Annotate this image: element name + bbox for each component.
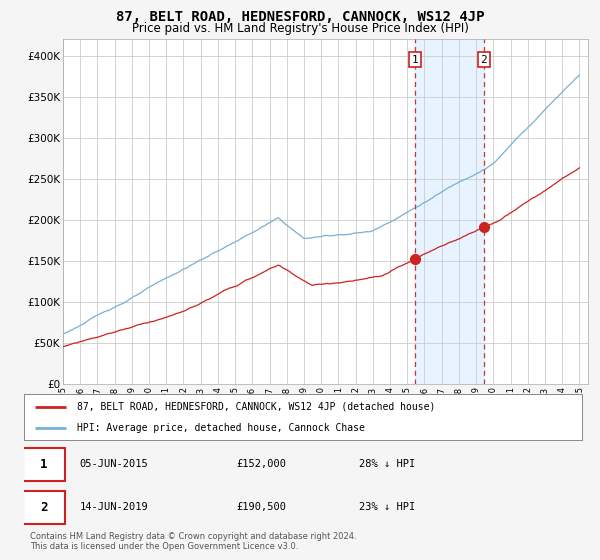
Text: 1: 1 [40, 458, 47, 471]
FancyBboxPatch shape [23, 447, 65, 481]
Text: 2: 2 [481, 55, 487, 65]
Text: 2: 2 [40, 501, 47, 514]
Text: Price paid vs. HM Land Registry's House Price Index (HPI): Price paid vs. HM Land Registry's House … [131, 22, 469, 35]
Text: Contains HM Land Registry data © Crown copyright and database right 2024.
This d: Contains HM Land Registry data © Crown c… [30, 532, 356, 552]
FancyBboxPatch shape [23, 491, 65, 524]
Text: 87, BELT ROAD, HEDNESFORD, CANNOCK, WS12 4JP (detached house): 87, BELT ROAD, HEDNESFORD, CANNOCK, WS12… [77, 402, 436, 412]
Text: 87, BELT ROAD, HEDNESFORD, CANNOCK, WS12 4JP: 87, BELT ROAD, HEDNESFORD, CANNOCK, WS12… [116, 10, 484, 24]
Text: 23% ↓ HPI: 23% ↓ HPI [359, 502, 415, 512]
Bar [415, 39, 484, 384]
Text: 1: 1 [411, 55, 418, 65]
Text: 28% ↓ HPI: 28% ↓ HPI [359, 459, 415, 469]
Text: HPI: Average price, detached house, Cannock Chase: HPI: Average price, detached house, Cann… [77, 423, 365, 433]
Text: 14-JUN-2019: 14-JUN-2019 [80, 502, 149, 512]
Text: £152,000: £152,000 [236, 459, 286, 469]
Text: 05-JUN-2015: 05-JUN-2015 [80, 459, 149, 469]
Text: £190,500: £190,500 [236, 502, 286, 512]
